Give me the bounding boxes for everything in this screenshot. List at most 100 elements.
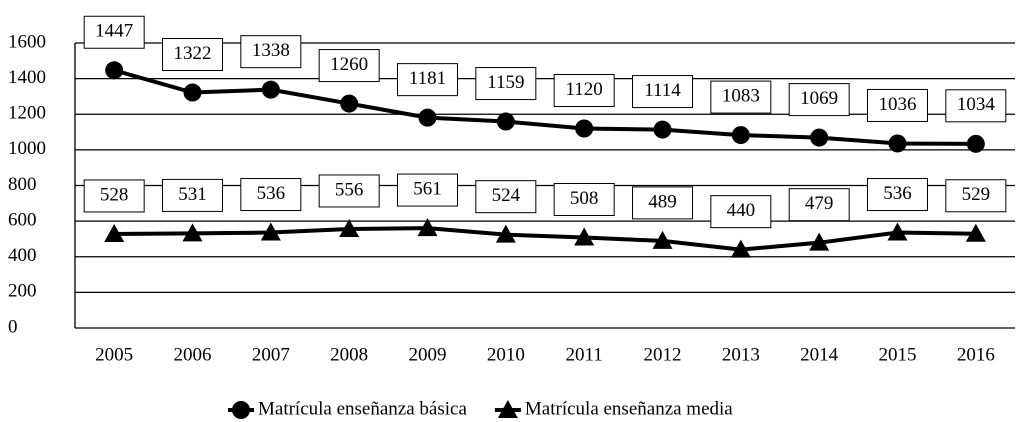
data-label-box (397, 173, 458, 207)
y-tick-label: 1400 (8, 67, 46, 88)
y-tick-label: 800 (8, 174, 37, 195)
data-label-box (867, 178, 928, 212)
data-label-box (553, 183, 615, 217)
data-label: 479 (805, 193, 834, 214)
data-label: 536 (883, 183, 912, 204)
data-label-box (867, 88, 928, 122)
x-tick-label: 2006 (174, 344, 212, 365)
data-label-box (318, 174, 380, 208)
data-label: 1159 (487, 72, 524, 93)
data-label-box (788, 188, 850, 222)
data-label: 440 (727, 200, 756, 221)
x-tick-label: 2015 (879, 344, 917, 365)
data-label-box (162, 178, 223, 212)
legend-marker (497, 400, 518, 418)
x-tick-label: 2007 (252, 344, 290, 365)
data-label: 528 (100, 184, 129, 205)
legend-label: Matrícula enseñanza básica (258, 398, 467, 419)
data-label: 1447 (95, 21, 133, 42)
y-tick-label: 1000 (8, 138, 46, 159)
data-point (652, 230, 673, 249)
data-label: 1120 (566, 79, 603, 100)
data-point (575, 119, 594, 138)
data-label: 556 (335, 179, 364, 200)
data-point (182, 223, 203, 242)
x-tick-label: 2016 (957, 344, 995, 365)
x-tick-label: 2005 (95, 344, 133, 365)
data-point (105, 61, 124, 80)
y-tick-label: 1200 (8, 103, 46, 124)
data-label: 1069 (800, 88, 838, 109)
data-label: 1338 (252, 40, 290, 61)
data-label-box (632, 186, 693, 220)
data-label-box (945, 179, 1007, 213)
data-point (495, 224, 516, 243)
data-point (417, 218, 438, 237)
data-label: 1034 (957, 94, 996, 115)
data-point (730, 239, 751, 258)
data-point (418, 108, 437, 127)
x-tick-label: 2013 (722, 344, 760, 365)
y-tick-label: 400 (8, 245, 37, 266)
data-label: 489 (648, 191, 677, 212)
series-line (114, 226, 976, 252)
legend-label: Matrícula enseñanza media (525, 398, 733, 419)
data-label: 1322 (174, 43, 212, 64)
x-tick-label: 2010 (487, 344, 525, 365)
data-point (260, 222, 281, 241)
data-label-box (318, 49, 380, 83)
data-label-box (945, 89, 1007, 123)
data-point (340, 94, 359, 113)
y-tick-label: 0 (8, 316, 18, 337)
x-tick-label: 2011 (566, 344, 603, 365)
data-point (574, 227, 595, 246)
y-tick-label: 200 (8, 281, 37, 302)
data-label-box (632, 75, 693, 109)
data-label: 531 (178, 184, 207, 205)
series-line (113, 68, 976, 146)
data-label-box (240, 35, 302, 69)
legend-marker (232, 401, 250, 419)
data-point (888, 134, 907, 153)
data-label: 536 (257, 183, 286, 204)
data-label: 561 (413, 178, 442, 199)
data-label-box (162, 38, 223, 72)
data-label: 1181 (409, 68, 446, 89)
data-point (183, 83, 202, 102)
data-label-box (475, 180, 537, 214)
data-label: 508 (570, 188, 599, 209)
data-label: 1114 (644, 80, 681, 101)
x-tick-label: 2012 (644, 344, 682, 365)
data-point (261, 80, 280, 99)
data-label-box (83, 179, 145, 213)
data-label-box (710, 195, 772, 229)
data-point (887, 222, 908, 241)
data-label-box (553, 74, 615, 107)
x-tick-label: 2014 (800, 344, 839, 365)
x-tick-label: 2008 (330, 344, 368, 365)
data-point (653, 120, 672, 139)
data-point (496, 112, 515, 131)
data-point (965, 223, 986, 242)
data-label: 1260 (330, 54, 368, 75)
y-tick-label: 1600 (8, 31, 46, 52)
data-label-box (240, 178, 302, 212)
data-point (810, 128, 829, 147)
data-point (104, 223, 125, 242)
data-label: 1036 (879, 94, 917, 115)
data-point (809, 232, 830, 251)
data-label-box (397, 63, 458, 97)
data-label: 529 (962, 184, 991, 205)
data-label-box (710, 80, 772, 114)
y-tick-label: 600 (8, 209, 37, 230)
data-label: 524 (492, 185, 521, 206)
data-label-box (475, 67, 537, 101)
data-label-box (788, 83, 850, 117)
data-label: 1083 (722, 85, 760, 106)
data-label-box (83, 15, 145, 49)
data-point (339, 218, 360, 237)
data-point (731, 126, 750, 145)
x-tick-label: 2009 (409, 344, 447, 365)
data-point (966, 134, 985, 153)
